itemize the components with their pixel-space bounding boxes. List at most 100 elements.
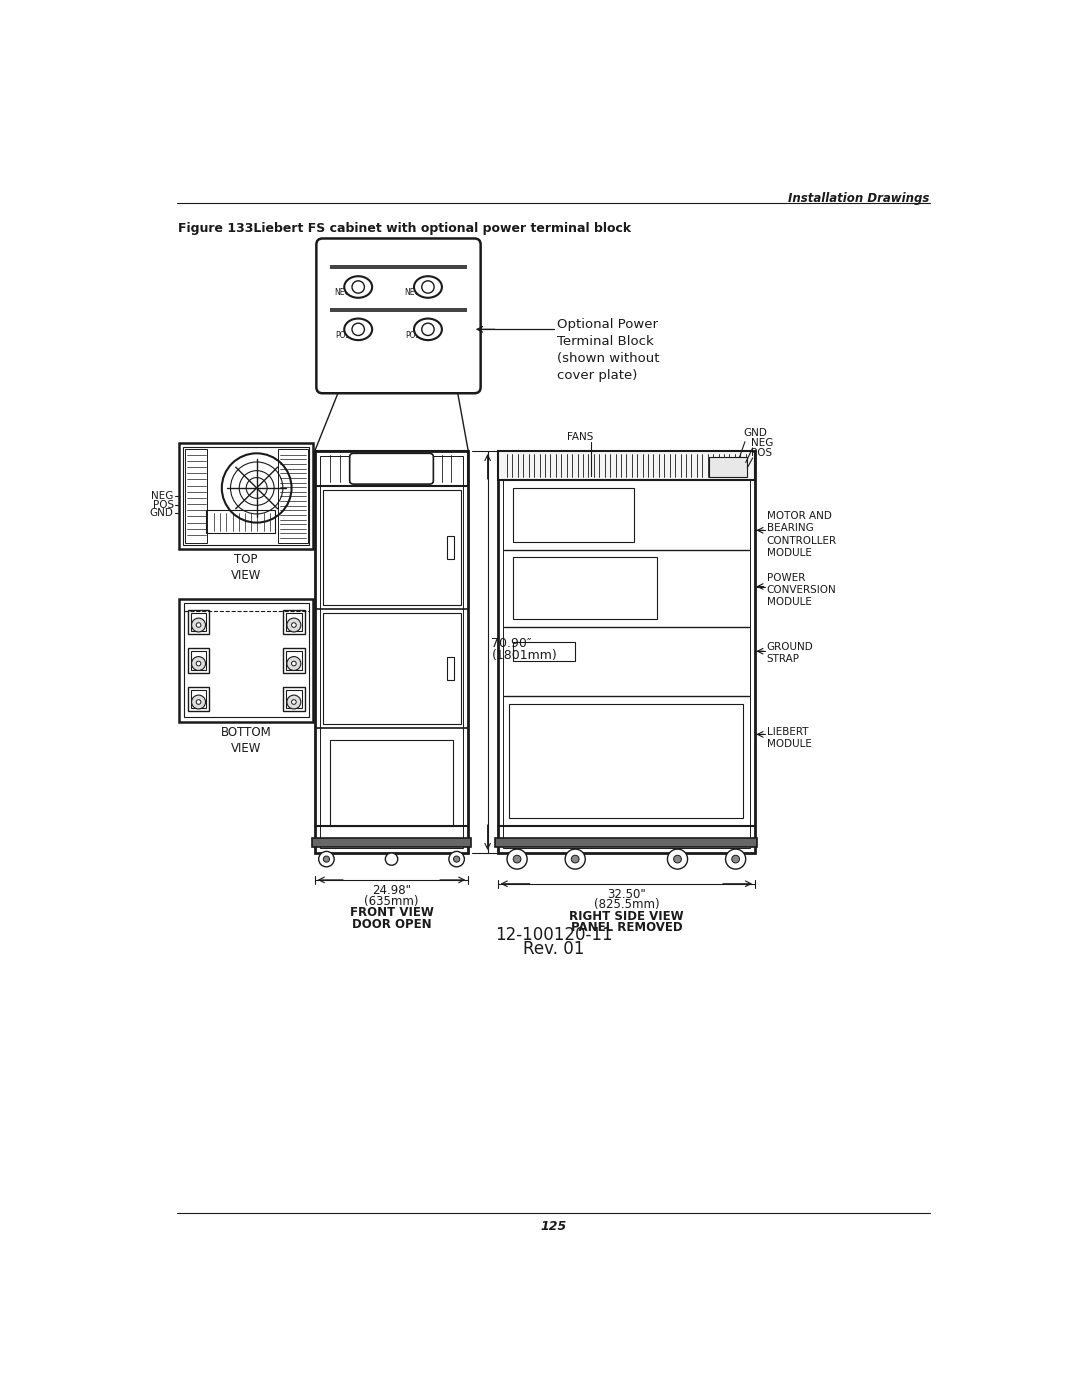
- Bar: [314, 451, 469, 854]
- FancyBboxPatch shape: [316, 239, 481, 393]
- Bar: [312, 838, 471, 847]
- Bar: [279, 450, 308, 542]
- Bar: [330, 307, 467, 312]
- Text: Optional Power
Terminal Block
(shown without
cover plate): Optional Power Terminal Block (shown wit…: [557, 317, 660, 381]
- Text: LIEBERT
MODULE: LIEBERT MODULE: [767, 726, 811, 749]
- Text: POS: POS: [405, 331, 420, 339]
- Text: BOTTOM
VIEW: BOTTOM VIEW: [220, 726, 271, 754]
- Circle shape: [732, 855, 740, 863]
- Bar: [188, 648, 210, 673]
- Circle shape: [667, 849, 688, 869]
- Ellipse shape: [414, 319, 442, 339]
- Circle shape: [726, 849, 745, 869]
- Text: 12-100120-11: 12-100120-11: [495, 926, 612, 944]
- Text: TOP
VIEW: TOP VIEW: [231, 553, 261, 581]
- Text: (635mm): (635mm): [364, 894, 419, 908]
- Circle shape: [422, 323, 434, 335]
- Text: Installation Drawings: Installation Drawings: [788, 193, 930, 205]
- Text: GND: GND: [150, 509, 174, 518]
- Bar: [708, 457, 747, 478]
- Circle shape: [507, 849, 527, 869]
- Bar: [283, 686, 305, 711]
- Bar: [513, 488, 634, 542]
- Text: NEG: NEG: [151, 492, 174, 502]
- Text: FRONT VIEW: FRONT VIEW: [350, 907, 433, 919]
- Circle shape: [240, 471, 274, 506]
- Bar: [186, 450, 207, 542]
- Text: DOOR OPEN: DOOR OPEN: [352, 918, 431, 930]
- Circle shape: [292, 623, 296, 627]
- Bar: [498, 451, 755, 854]
- Text: MOTOR AND
BEARING
CONTROLLER
MODULE: MOTOR AND BEARING CONTROLLER MODULE: [767, 511, 837, 559]
- Text: NEG: NEG: [404, 288, 420, 298]
- Bar: [321, 457, 463, 848]
- Bar: [206, 510, 274, 534]
- Bar: [188, 609, 210, 634]
- Circle shape: [422, 281, 434, 293]
- Circle shape: [453, 244, 465, 257]
- Bar: [191, 690, 206, 708]
- Circle shape: [197, 661, 201, 666]
- Bar: [184, 604, 309, 718]
- Circle shape: [457, 249, 461, 253]
- Bar: [323, 489, 460, 605]
- Bar: [314, 451, 469, 486]
- Circle shape: [287, 617, 301, 631]
- FancyBboxPatch shape: [350, 453, 433, 485]
- Bar: [446, 657, 455, 680]
- Text: POWER
CONVERSION
MODULE: POWER CONVERSION MODULE: [767, 573, 836, 608]
- Text: (1801mm): (1801mm): [491, 648, 557, 662]
- Bar: [496, 838, 757, 847]
- Circle shape: [197, 700, 201, 704]
- Text: GND: GND: [743, 427, 767, 437]
- Circle shape: [332, 244, 345, 257]
- Text: FANS: FANS: [567, 432, 593, 441]
- Circle shape: [319, 851, 334, 866]
- Circle shape: [287, 696, 301, 708]
- Bar: [283, 609, 305, 634]
- Text: POS: POS: [335, 331, 350, 339]
- Bar: [323, 613, 460, 725]
- Circle shape: [287, 657, 301, 671]
- Bar: [286, 690, 301, 708]
- Ellipse shape: [414, 277, 442, 298]
- Circle shape: [191, 696, 205, 708]
- Ellipse shape: [345, 319, 373, 339]
- Circle shape: [323, 856, 329, 862]
- Bar: [179, 599, 313, 722]
- Text: GROUND
STRAP: GROUND STRAP: [767, 643, 813, 665]
- Text: Rev. 01: Rev. 01: [523, 940, 584, 958]
- Text: 125: 125: [540, 1220, 567, 1234]
- Text: (825.5mm): (825.5mm): [594, 898, 659, 911]
- Circle shape: [352, 323, 364, 335]
- Circle shape: [197, 623, 201, 627]
- Text: RIGHT SIDE VIEW: RIGHT SIDE VIEW: [569, 909, 684, 923]
- Circle shape: [403, 462, 414, 474]
- Bar: [446, 535, 455, 559]
- Bar: [191, 613, 206, 631]
- Text: 32.50": 32.50": [607, 887, 646, 901]
- Bar: [286, 651, 301, 669]
- Bar: [503, 457, 750, 848]
- Circle shape: [221, 453, 292, 522]
- Bar: [513, 557, 658, 619]
- Text: NEG: NEG: [751, 437, 773, 448]
- Text: 24.98": 24.98": [372, 884, 411, 897]
- Text: Figure 133Liebert FS cabinet with optional power terminal block: Figure 133Liebert FS cabinet with option…: [178, 222, 632, 235]
- Ellipse shape: [345, 277, 373, 298]
- Circle shape: [386, 854, 397, 865]
- Circle shape: [449, 851, 464, 866]
- Bar: [513, 643, 576, 661]
- Bar: [179, 443, 313, 549]
- Circle shape: [454, 856, 460, 862]
- Text: POS: POS: [751, 448, 772, 458]
- Bar: [510, 704, 743, 819]
- Circle shape: [292, 700, 296, 704]
- Bar: [283, 648, 305, 673]
- Text: 70.90″: 70.90″: [491, 637, 532, 651]
- Circle shape: [191, 617, 205, 631]
- Circle shape: [246, 478, 267, 499]
- Circle shape: [571, 855, 579, 863]
- Bar: [498, 451, 755, 481]
- Text: PANEL REMOVED: PANEL REMOVED: [570, 922, 683, 935]
